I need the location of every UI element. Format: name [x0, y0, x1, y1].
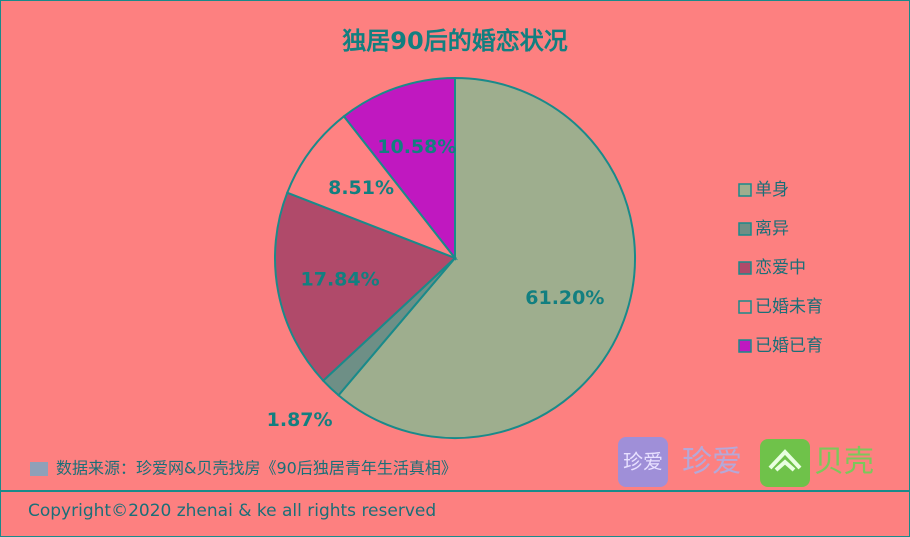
legend-label: 已婚已育 [755, 336, 823, 356]
legend-label: 离异 [755, 219, 789, 239]
legend-swatch [738, 183, 752, 197]
data-label: 17.84% [301, 268, 380, 290]
logo-icon [618, 437, 668, 487]
pie-slice [285, 114, 459, 261]
logo-text: 珍爱 [682, 445, 742, 480]
chart-title: 独居90后的婚恋状况 [342, 27, 567, 55]
pie-slice [274, 191, 457, 383]
source: 数据来源：珍爱网&贝壳找房《90后独居青年生活真相》 [56, 459, 457, 478]
pie-slice [337, 76, 636, 439]
pie-slice [342, 76, 456, 261]
legend-swatch [738, 261, 752, 275]
data-label: 61.20% [525, 287, 604, 309]
legend-swatch [738, 339, 752, 353]
data-label: 1.87% [267, 409, 333, 431]
legend-label: 单身 [755, 180, 789, 200]
legend-swatch [738, 222, 752, 236]
copyright: Copyright©2020 zhenai & ke all rights re… [28, 501, 436, 521]
source-icon [30, 462, 48, 476]
legend-label: 已婚未育 [755, 297, 823, 317]
logo-text: 贝壳 [814, 445, 874, 480]
logo-text: 珍爱 [623, 450, 663, 474]
data-label: 10.58% [377, 136, 456, 158]
legend-swatch [738, 300, 752, 314]
legend-label: 恋爱中 [755, 257, 806, 278]
logo-glyph [768, 449, 802, 472]
data-label: 8.51% [328, 177, 394, 199]
